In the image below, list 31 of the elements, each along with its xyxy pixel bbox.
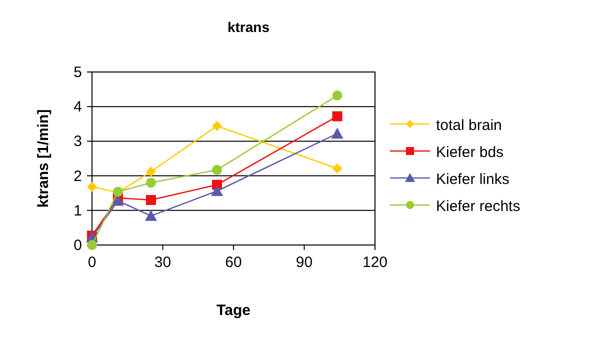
point [144,210,157,221]
y-tick-label: 5 [74,64,82,81]
y-tick-label: 2 [74,168,82,185]
y-axis-title: ktrans [1/min] [35,109,52,208]
y-tick-label: 4 [74,98,82,116]
point [87,182,97,192]
legend-label: Kiefer links [436,171,510,188]
point [210,185,223,196]
point [332,164,342,174]
legend-label: total brain [436,117,502,134]
x-axis-title: Tage [216,302,250,319]
point [146,166,156,177]
x-tick-label: 30 [154,254,172,271]
x-tick-label: 0 [88,254,96,271]
point [212,164,222,175]
point [331,128,344,139]
chart-title: ktrans [227,19,270,35]
point [146,178,156,188]
legend-label: Kiefer rechts [436,198,520,215]
x-tick-label: 60 [225,254,242,271]
x-tick-label: 90 [296,254,313,271]
point [87,240,97,250]
x-tick-label: 120 [362,254,388,271]
legend-label: Kiefer bds [436,144,504,161]
point [146,195,156,206]
point [212,120,222,131]
y-tick-label: 3 [74,133,82,150]
point [332,90,342,101]
y-tick-label: 0 [74,237,82,254]
y-tick-label: 1 [74,202,82,220]
point [332,111,342,122]
